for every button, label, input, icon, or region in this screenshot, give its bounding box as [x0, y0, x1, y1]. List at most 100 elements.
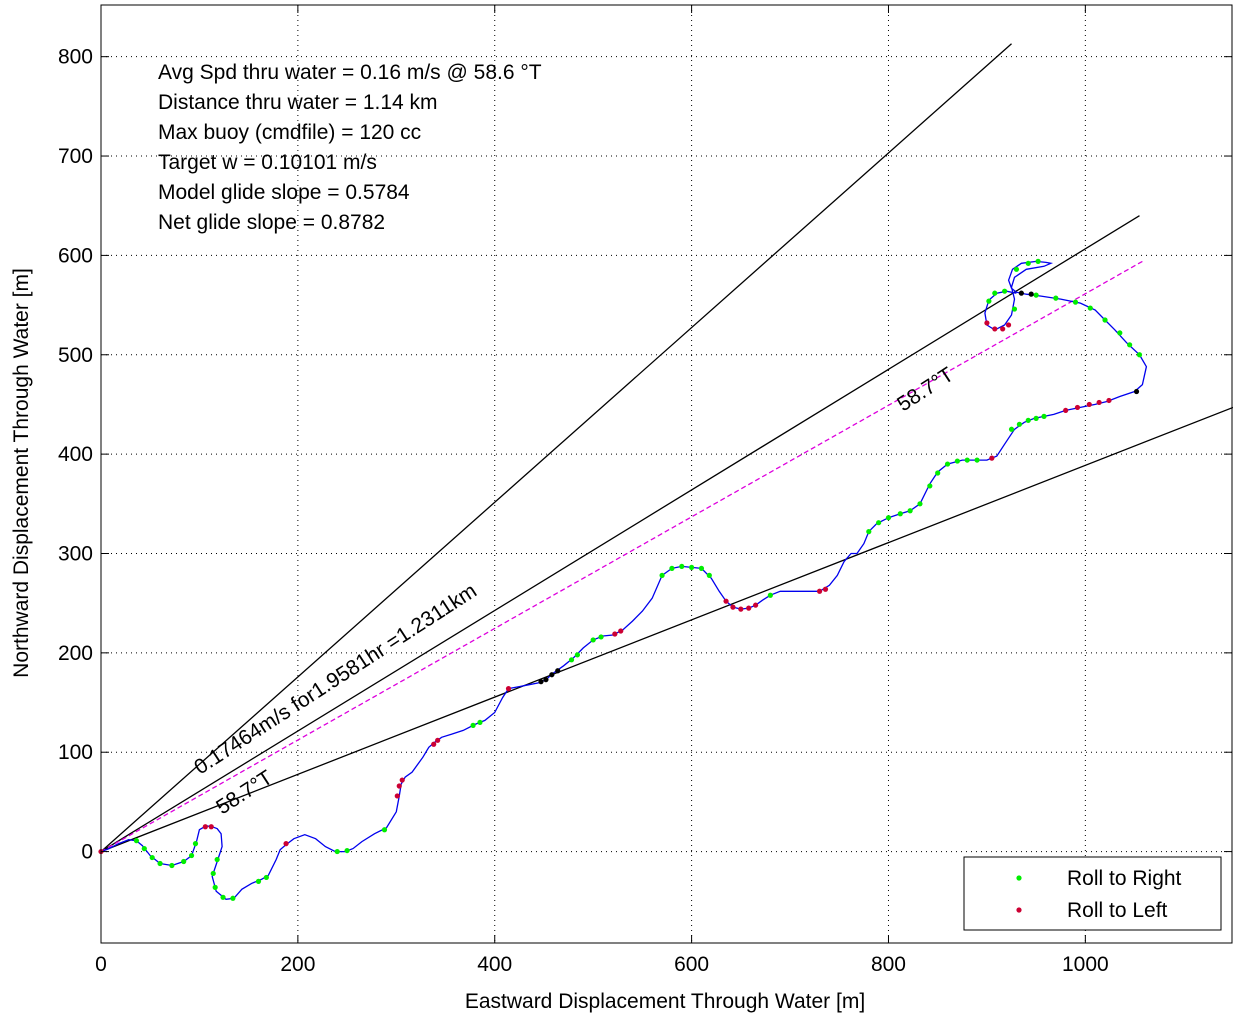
- roll-right-point: [212, 884, 218, 890]
- roll-right-point: [133, 838, 140, 844]
- roll-right-point: [477, 719, 483, 726]
- roll-right-point: [974, 457, 980, 463]
- black-point: [555, 668, 561, 674]
- legend-marker-roll-left: [1016, 907, 1022, 913]
- legend-label-roll-right: Roll to Right: [1067, 867, 1182, 890]
- roll-left-point: [1086, 401, 1092, 408]
- roll-right-point: [210, 870, 216, 877]
- roll-right-point: [876, 520, 882, 526]
- roll-right-point: [220, 894, 226, 900]
- y-tick-label: 700: [58, 145, 93, 168]
- black-point: [1133, 388, 1140, 395]
- black-point: [1018, 290, 1024, 296]
- roll-right-point: [188, 852, 195, 859]
- roll-right-point: [1035, 258, 1041, 264]
- roll-left-point: [1063, 407, 1069, 414]
- legend-box: [963, 856, 1222, 931]
- reference-lines: [101, 43, 1233, 853]
- black-point: [549, 672, 555, 678]
- roll-right-point: [1136, 352, 1143, 358]
- roll-right-point: [568, 657, 575, 663]
- roll-right-point: [1002, 288, 1008, 294]
- roll-left-point: [1005, 322, 1012, 328]
- roll-right-point: [1053, 295, 1059, 301]
- roll-left-point: [435, 737, 441, 743]
- roll-right-point: [897, 511, 903, 517]
- roll-left-point: [396, 783, 402, 789]
- roll-right-point: [992, 290, 998, 296]
- y-tick-label: 0: [81, 841, 93, 864]
- roll-right-point: [470, 722, 476, 728]
- roll-left-point: [738, 606, 744, 612]
- roll-right-point: [885, 515, 892, 521]
- roll-left-point: [822, 586, 829, 592]
- info-model-glide-slope: Model glide slope = 0.5784: [158, 181, 410, 204]
- roll-right-point: [935, 470, 941, 476]
- plot-frame: [100, 4, 1233, 944]
- roll-right-point: [169, 862, 175, 869]
- roll-left-point: [1106, 397, 1112, 404]
- roll-left-point: [618, 628, 624, 634]
- roll-right-point: [344, 847, 350, 854]
- roll-left-point: [202, 824, 208, 830]
- roll-right-point: [263, 874, 269, 881]
- x-tick-label: 600: [674, 953, 709, 976]
- roll-left-point: [1096, 399, 1102, 406]
- roll-left-point: [730, 604, 736, 610]
- roll-right-point: [1087, 305, 1093, 311]
- roll-right-point: [230, 895, 236, 901]
- roll-left-point: [746, 605, 752, 611]
- y-tick-label: 300: [58, 542, 93, 565]
- reference-line: [101, 43, 1012, 853]
- roll-right-point: [1011, 306, 1018, 312]
- roll-right-point: [381, 827, 388, 833]
- roll-left-point: [752, 602, 759, 608]
- roll-right-point: [698, 565, 705, 571]
- roll-right-point: [669, 565, 675, 571]
- roll-right-point: [1008, 426, 1015, 432]
- y-tick-label: 600: [58, 244, 93, 267]
- roll-right-point: [927, 483, 933, 489]
- roll-right-point: [689, 564, 695, 571]
- roll-right-point: [679, 563, 685, 570]
- roll-left-point: [1000, 326, 1006, 332]
- roll-right-point: [255, 878, 262, 884]
- roll-right-point: [1033, 292, 1039, 298]
- roll-right-point: [659, 572, 665, 578]
- legend-marker-roll-right: [1016, 875, 1022, 881]
- roll-left-point: [394, 793, 400, 799]
- roll-right-point: [1072, 299, 1079, 305]
- roll-left-point: [816, 588, 823, 594]
- roll-right-point: [598, 634, 604, 640]
- grid: [100, 5, 1233, 943]
- roll-right-point: [1013, 266, 1020, 272]
- roll-left-point: [1074, 404, 1081, 411]
- y-tick-label: 800: [58, 46, 93, 69]
- roll-left-point: [208, 824, 214, 830]
- x-tick-label: 200: [280, 953, 315, 976]
- x-tick-label: 400: [477, 953, 512, 976]
- x-tick-label: 800: [871, 953, 906, 976]
- roll-left-point: [723, 598, 729, 604]
- legend-label-roll-left: Roll to Left: [1067, 899, 1168, 922]
- info-net-glide-slope: Net glide slope = 0.8782: [158, 211, 385, 234]
- reference-line: [101, 215, 1140, 853]
- roll-right-point: [706, 572, 712, 578]
- roll-left-point: [992, 326, 998, 332]
- plot-background: [101, 5, 1233, 943]
- roll-right-point: [944, 461, 951, 467]
- black-point: [538, 679, 544, 685]
- y-tick-label: 400: [58, 443, 93, 466]
- info-avg-speed: Avg Spd thru water = 0.16 m/s @ 58.6 °T: [158, 61, 542, 84]
- black-point: [543, 677, 549, 683]
- reference-line: [101, 406, 1233, 853]
- roll-left-point: [984, 320, 990, 326]
- legend: Roll to Right Roll to Left: [963, 856, 1222, 931]
- x-axis-label: Eastward Displacement Through Water [m]: [465, 990, 865, 1013]
- roll-right-point: [574, 652, 581, 658]
- roll-right-point: [157, 860, 163, 867]
- roll-right-point: [1025, 260, 1031, 266]
- y-tick-label: 500: [58, 344, 93, 367]
- roll-right-point: [1025, 417, 1031, 423]
